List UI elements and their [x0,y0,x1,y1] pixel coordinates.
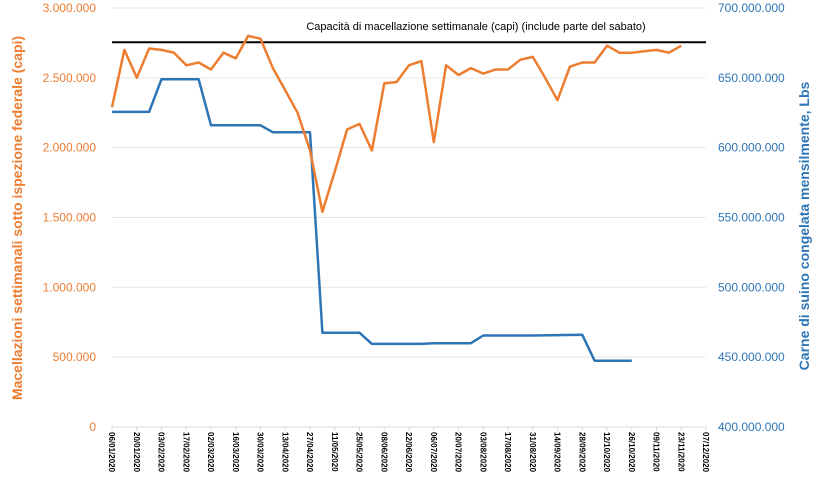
x-tick-label: 02/03/2020 [206,432,215,473]
left-tick-label: 1.000.000 [43,280,97,294]
x-tick-label: 09/11/2020 [652,432,661,472]
right-tick-label: 450.000.000 [718,350,785,364]
x-tick-label: 27/04/2020 [305,432,314,473]
x-tick-label: 16/03/2020 [231,432,240,473]
x-tick-label: 28/09/2020 [577,432,586,473]
gridlines [112,7,706,358]
right-axis-ticks: 400.000.000 450.000.000 500.000.000 550.000… [718,1,785,434]
frozen-pork-line [112,77,632,362]
left-tick-label: 3.000.000 [43,1,97,15]
right-tick-label: 600.000.000 [718,141,785,155]
left-axis-title: Macellazioni settimanali sotto ispezione… [9,36,25,400]
left-tick-label: 0 [89,420,96,434]
left-tick-label: 2.500.000 [43,71,97,85]
x-tick-label: 07/12/2020 [701,432,710,473]
x-tick-label: 08/06/2020 [379,432,388,473]
weekly-slaughter-line [110,34,682,214]
left-axis-ticks: 0 500.000 1.000.000 1.500.000 2.000.000 2.500… [43,1,97,434]
x-tick-label: 06/01/2020 [107,432,116,473]
x-tick-label: 31/08/2020 [528,432,537,473]
x-tick-label: 20/07/2020 [454,432,463,473]
x-tick-label: 22/06/2020 [404,432,413,473]
capacity-label: Capacità di macellazione settimanale (ca… [306,21,645,33]
x-tick-label: 17/02/2020 [181,432,190,473]
right-tick-label: 500.000.000 [718,280,785,294]
series-lines [110,34,682,362]
left-tick-label: 1.500.000 [43,211,97,225]
left-tick-label: 500.000 [53,350,97,364]
x-tick-label: 03/02/2020 [157,432,166,473]
x-tick-label: 26/10/2020 [627,432,636,473]
x-tick-label: 17/08/2020 [503,432,512,473]
right-tick-label: 400.000.000 [718,420,785,434]
x-tick-label: 06/07/2020 [429,432,438,473]
x-tick-label: 13/04/2020 [280,432,289,473]
right-tick-label: 700.000.000 [718,1,785,15]
right-tick-label: 550.000.000 [718,211,785,225]
x-tick-label: 14/09/2020 [553,432,562,473]
x-tick-label: 12/10/2020 [602,432,611,473]
x-tick-label: 23/11/2020 [676,432,685,472]
x-tick-label: 11/05/2020 [330,432,339,472]
x-axis-ticks: 06/01/2020 20/01/2020 03/02/2020 17/02/2020… [107,427,710,473]
x-tick-label: 30/03/2020 [256,432,265,473]
x-tick-label: 20/01/2020 [132,432,141,473]
x-tick-label: 25/05/2020 [355,432,364,473]
x-tick-label: 03/08/2020 [478,432,487,473]
right-tick-label: 650.000.000 [718,71,785,85]
right-axis-title: Carne di suino congelata mensilmente, Lb… [796,81,812,370]
left-tick-label: 2.000.000 [43,141,97,155]
